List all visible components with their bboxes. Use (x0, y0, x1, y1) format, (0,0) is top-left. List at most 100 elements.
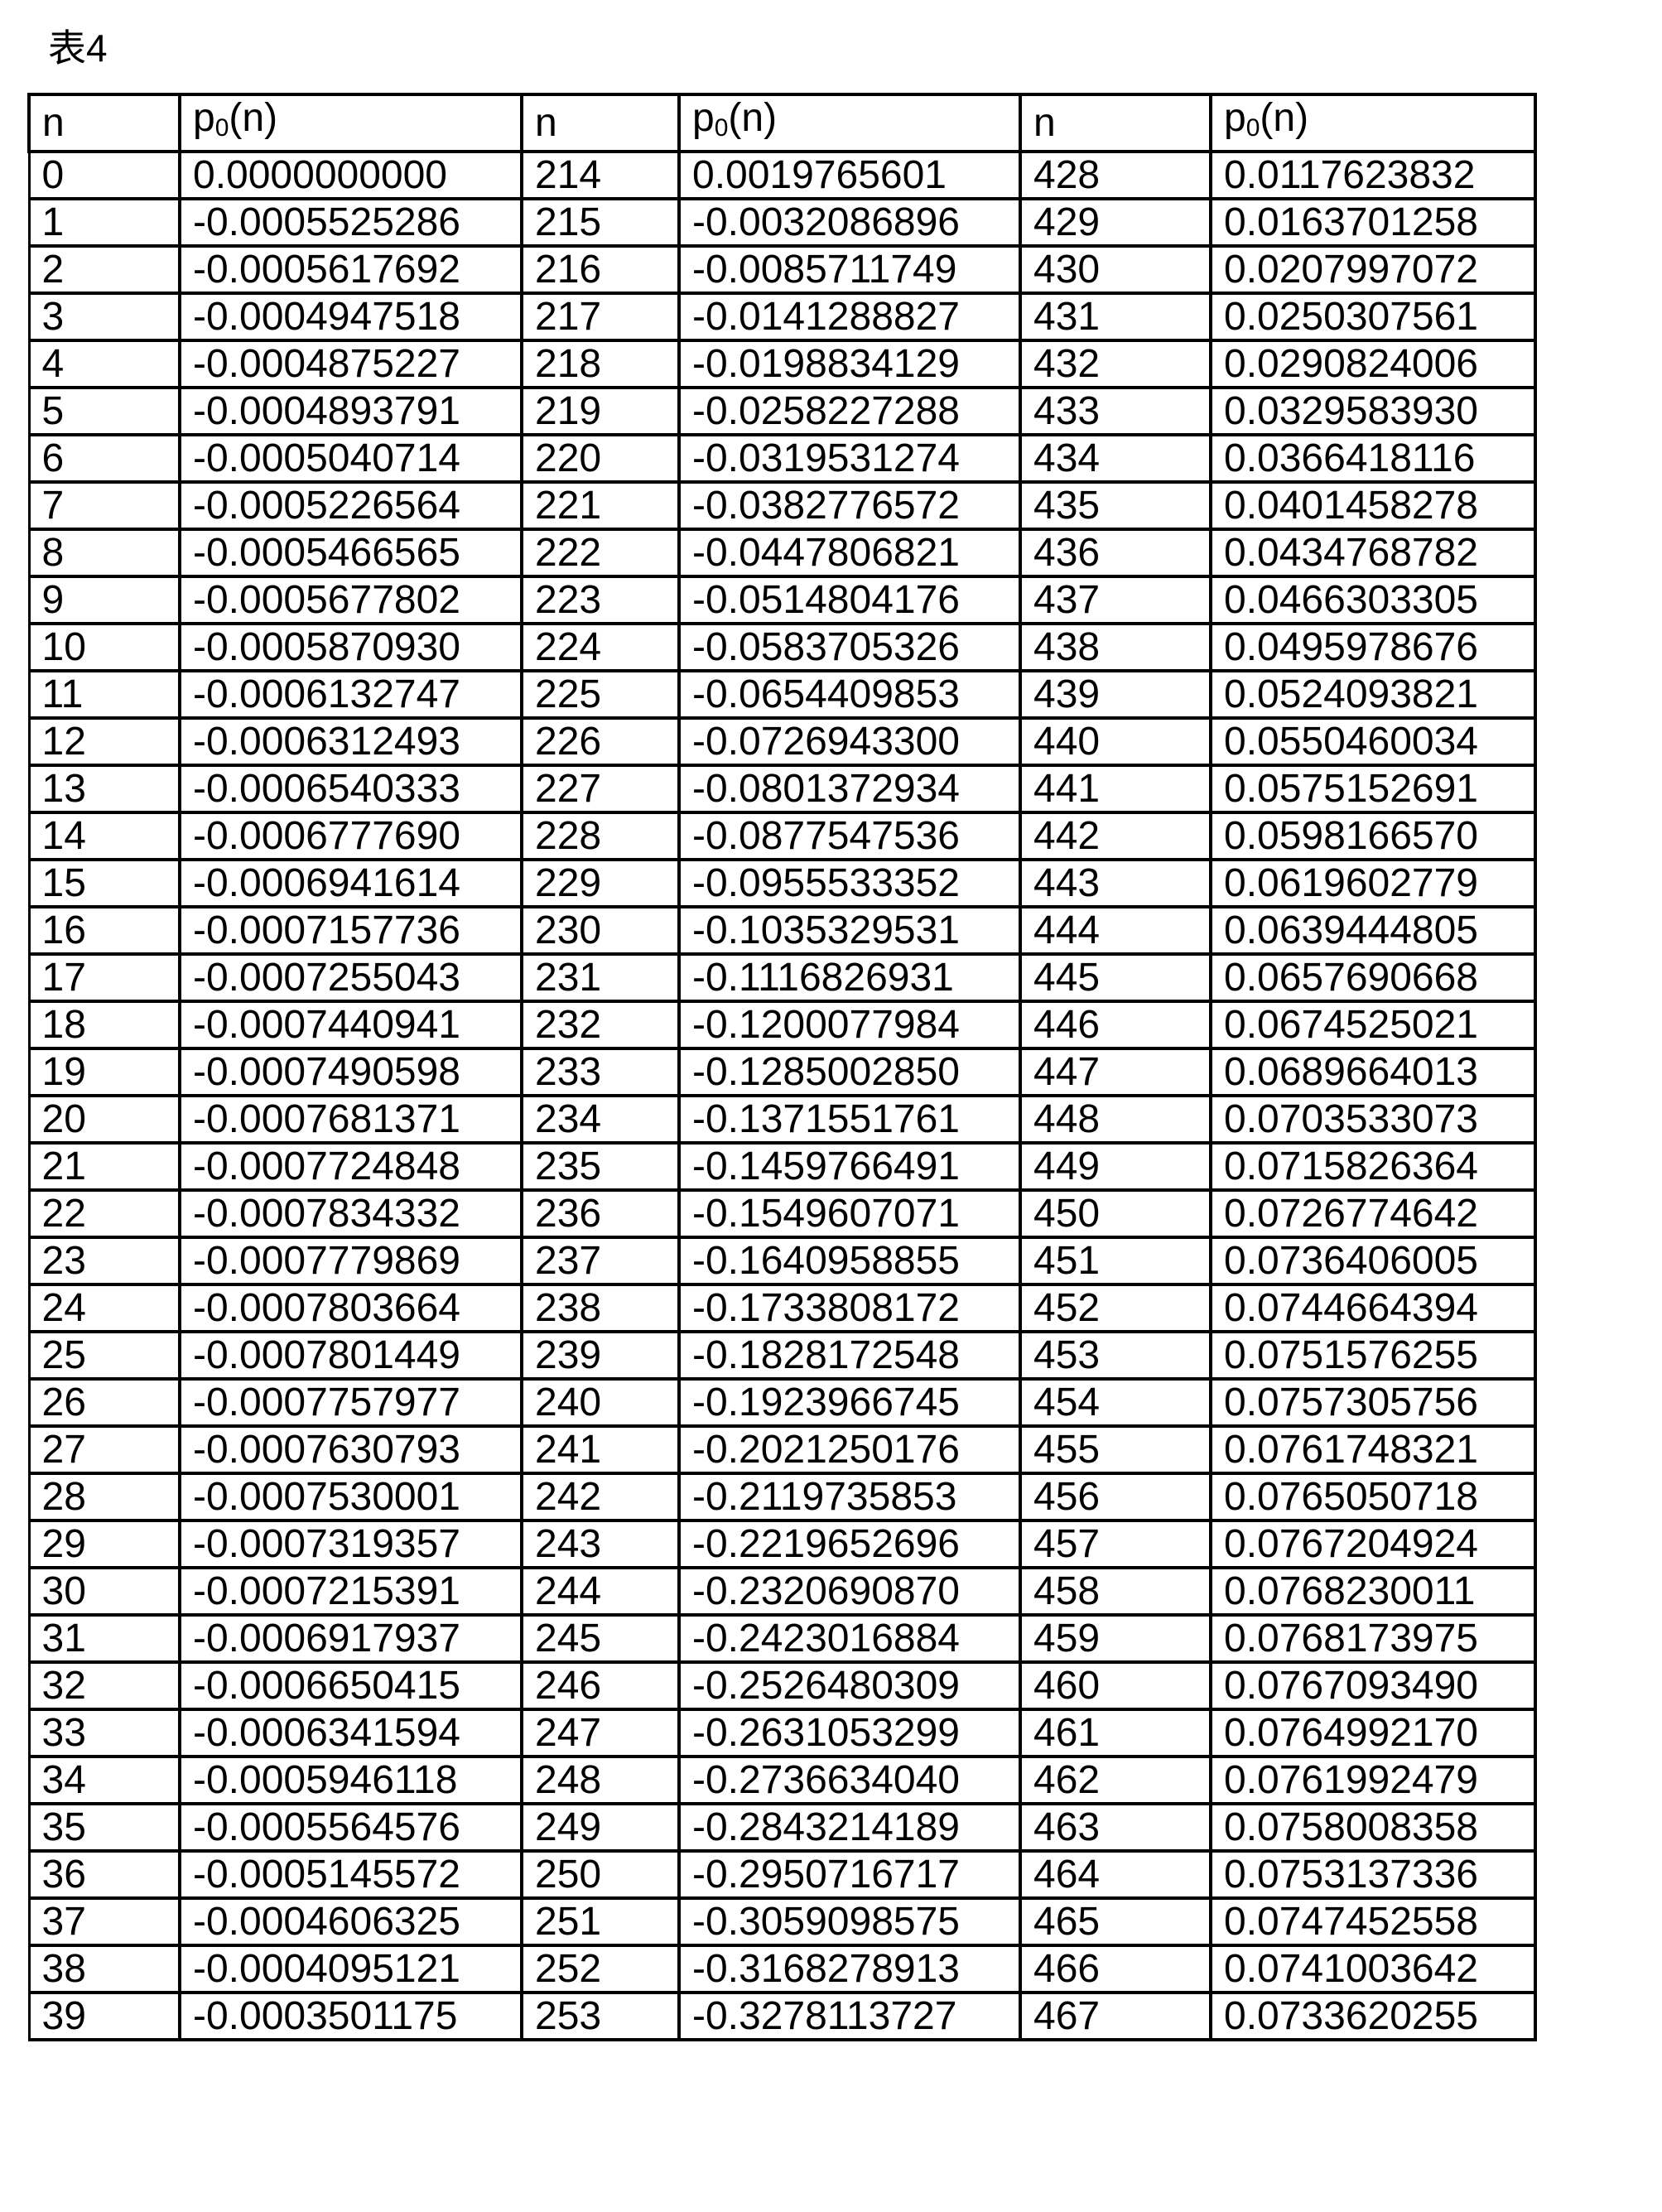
cell-n: 432 (1020, 340, 1211, 388)
cell-p0: -0.0004893791 (180, 388, 522, 435)
cell-n: 16 (29, 907, 180, 954)
column-header-p0: p0(n) (180, 94, 522, 152)
cell-n: 1 (29, 199, 180, 246)
cell-n: 7 (29, 482, 180, 529)
cell-p0: -0.0006540333 (180, 765, 522, 812)
cell-p0: -0.0007724848 (180, 1143, 522, 1190)
table-row: 34-0.0005946118248-0.27366340404620.0761… (29, 1757, 1535, 1804)
cell-n: 462 (1020, 1757, 1211, 1804)
table-row: 13-0.0006540333227-0.08013729344410.0575… (29, 765, 1535, 812)
cell-n: 447 (1020, 1048, 1211, 1096)
cell-n: 214 (522, 152, 679, 199)
cell-p0: -0.0447806821 (679, 529, 1020, 576)
cell-n: 236 (522, 1190, 679, 1237)
table-row: 15-0.0006941614229-0.09555333524430.0619… (29, 860, 1535, 907)
cell-n: 239 (522, 1332, 679, 1379)
cell-n: 15 (29, 860, 180, 907)
cell-p0: 0.0657690668 (1211, 954, 1535, 1001)
cell-n: 464 (1020, 1851, 1211, 1898)
cell-p0: 0.0757305756 (1211, 1379, 1535, 1426)
cell-p0: 0.0761748321 (1211, 1426, 1535, 1473)
cell-n: 36 (29, 1851, 180, 1898)
table-row: 00.00000000002140.00197656014280.0117623… (29, 152, 1535, 199)
cell-p0: -0.0801372934 (679, 765, 1020, 812)
cell-n: 438 (1020, 624, 1211, 671)
cell-p0: -0.0006341594 (180, 1709, 522, 1757)
cell-p0: -0.0726943300 (679, 718, 1020, 765)
cell-n: 11 (29, 671, 180, 718)
table-row: 11-0.0006132747225-0.06544098534390.0524… (29, 671, 1535, 718)
table-row: 4-0.0004875227218-0.01988341294320.02908… (29, 340, 1535, 388)
cell-n: 459 (1020, 1615, 1211, 1662)
cell-p0: -0.2843214189 (679, 1804, 1020, 1851)
cell-n: 215 (522, 199, 679, 246)
cell-p0: 0.0741003642 (1211, 1945, 1535, 1993)
cell-p0: -0.0085711749 (679, 246, 1020, 293)
cell-p0: -0.0007255043 (180, 954, 522, 1001)
cell-p0: 0.0163701258 (1211, 199, 1535, 246)
cell-p0: 0.0689664013 (1211, 1048, 1535, 1096)
table-row: 20-0.0007681371234-0.13715517614480.0703… (29, 1096, 1535, 1143)
cell-p0: 0.0207997072 (1211, 246, 1535, 293)
cell-p0: -0.3168278913 (679, 1945, 1020, 1993)
cell-p0: -0.1371551761 (679, 1096, 1020, 1143)
cell-n: 29 (29, 1520, 180, 1568)
cell-p0: 0.0726774642 (1211, 1190, 1535, 1237)
cell-n: 455 (1020, 1426, 1211, 1473)
cell-n: 10 (29, 624, 180, 671)
cell-p0: -0.1828172548 (679, 1332, 1020, 1379)
cell-n: 35 (29, 1804, 180, 1851)
cell-p0: 0.0744664394 (1211, 1284, 1535, 1332)
cell-n: 32 (29, 1662, 180, 1709)
cell-n: 4 (29, 340, 180, 388)
cell-p0: 0.0466303305 (1211, 576, 1535, 624)
cell-p0: -0.0003501175 (180, 1993, 522, 2040)
cell-p0: -0.0004875227 (180, 340, 522, 388)
table-row: 33-0.0006341594247-0.26310532994610.0764… (29, 1709, 1535, 1757)
cell-p0: -0.1200077984 (679, 1001, 1020, 1048)
cell-p0: -0.0006941614 (180, 860, 522, 907)
cell-p0: -0.2631053299 (679, 1709, 1020, 1757)
cell-p0: -0.0319531274 (679, 435, 1020, 482)
cell-p0: -0.0006132747 (180, 671, 522, 718)
table-row: 7-0.0005226564221-0.03827765724350.04014… (29, 482, 1535, 529)
cell-p0: -0.0006312493 (180, 718, 522, 765)
cell-n: 456 (1020, 1473, 1211, 1520)
cell-p0: 0.0764992170 (1211, 1709, 1535, 1757)
cell-n: 467 (1020, 1993, 1211, 2040)
table-row: 35-0.0005564576249-0.28432141894630.0758… (29, 1804, 1535, 1851)
cell-n: 466 (1020, 1945, 1211, 1993)
header-suffix: (n) (229, 96, 277, 140)
column-header-p0: p0(n) (1211, 94, 1535, 152)
cell-n: 23 (29, 1237, 180, 1284)
cell-n: 21 (29, 1143, 180, 1190)
cell-p0: 0.0674525021 (1211, 1001, 1535, 1048)
cell-n: 223 (522, 576, 679, 624)
cell-n: 242 (522, 1473, 679, 1520)
cell-p0: -0.0032086896 (679, 199, 1020, 246)
cell-p0: -0.0005617692 (180, 246, 522, 293)
header-row: np0(n)np0(n)np0(n) (29, 94, 1535, 152)
cell-n: 5 (29, 388, 180, 435)
cell-p0: -0.0007803664 (180, 1284, 522, 1332)
cell-n: 443 (1020, 860, 1211, 907)
cell-p0: -0.0007157736 (180, 907, 522, 954)
cell-p0: 0.0524093821 (1211, 671, 1535, 718)
cell-n: 20 (29, 1096, 180, 1143)
cell-n: 224 (522, 624, 679, 671)
cell-p0: -0.0005226564 (180, 482, 522, 529)
cell-n: 248 (522, 1757, 679, 1804)
cell-p0: 0.0768173975 (1211, 1615, 1535, 1662)
cell-n: 39 (29, 1993, 180, 2040)
cell-p0: 0.0736406005 (1211, 1237, 1535, 1284)
cell-p0: -0.3059098575 (679, 1898, 1020, 1945)
table-title: 表4 (48, 18, 108, 73)
table-row: 17-0.0007255043231-0.11168269314450.0657… (29, 954, 1535, 1001)
cell-n: 435 (1020, 482, 1211, 529)
cell-n: 450 (1020, 1190, 1211, 1237)
cell-n: 227 (522, 765, 679, 812)
cell-p0: 0.0639444805 (1211, 907, 1535, 954)
header-base: n (535, 101, 557, 145)
cell-n: 460 (1020, 1662, 1211, 1709)
cell-p0: -0.0654409853 (679, 671, 1020, 718)
